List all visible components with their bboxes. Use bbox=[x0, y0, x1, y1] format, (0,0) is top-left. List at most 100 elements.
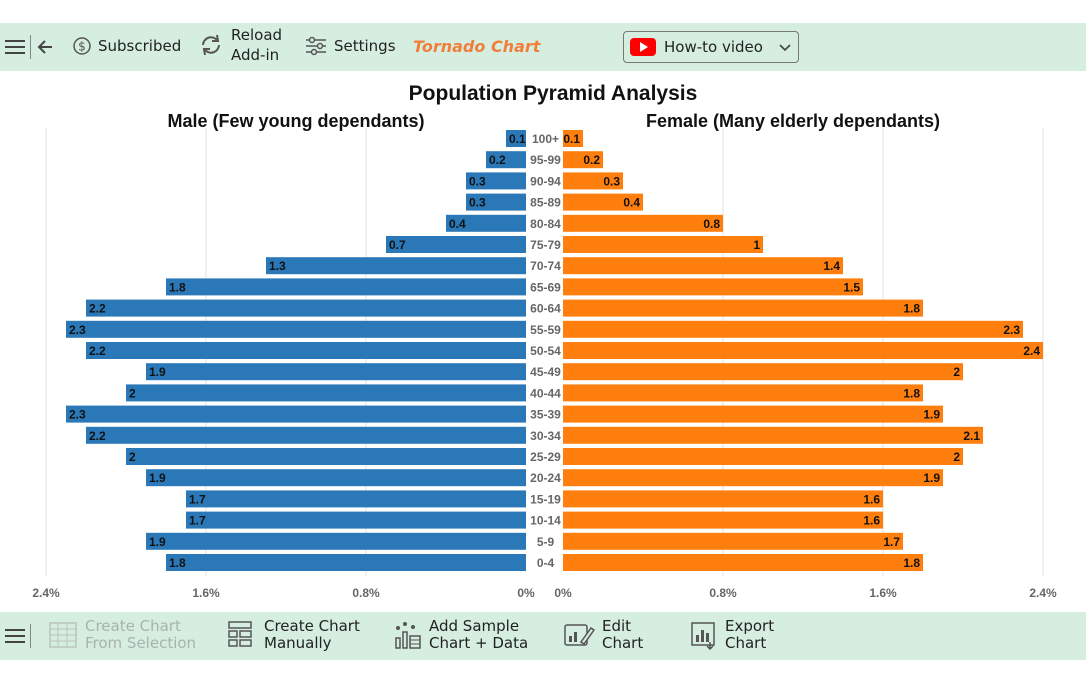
male-bar bbox=[186, 490, 526, 508]
age-category-label: 40-44 bbox=[530, 386, 561, 400]
age-category-label: 90-94 bbox=[530, 174, 561, 188]
male-bar bbox=[126, 384, 526, 402]
sample-chart-icon bbox=[395, 622, 421, 649]
male-bar bbox=[146, 532, 526, 550]
axis-ticks: 2.4% 1.6% 0.8% 0% 0% 0.8% 1.6% 2.4% bbox=[32, 586, 1057, 600]
add-sample-chart-button[interactable]: Add Sample Chart + Data bbox=[393, 618, 528, 652]
create-chart-manually-button[interactable]: Create Chart Manually bbox=[227, 618, 360, 652]
male-value-label: 2.2 bbox=[89, 302, 106, 316]
female-value-label: 1.8 bbox=[903, 556, 920, 570]
female-value-label: 1.5 bbox=[843, 280, 860, 294]
export-line2: Chart bbox=[725, 634, 767, 652]
female-value-label: 1.6 bbox=[863, 514, 880, 528]
female-bar bbox=[563, 193, 643, 211]
male-bar bbox=[186, 511, 526, 529]
female-bar bbox=[563, 469, 943, 487]
female-bar bbox=[563, 384, 923, 402]
age-category-label: 25-29 bbox=[530, 450, 561, 464]
female-value-label: 0.3 bbox=[603, 174, 620, 188]
create-manually-line1: Create Chart bbox=[264, 617, 360, 635]
female-bar bbox=[563, 151, 603, 169]
male-value-label: 2 bbox=[129, 450, 136, 464]
age-category-label: 100+ bbox=[532, 132, 559, 146]
female-bar bbox=[563, 172, 623, 190]
form-icon bbox=[228, 621, 252, 647]
female-bar bbox=[563, 278, 863, 296]
male-value-label: 1.7 bbox=[189, 492, 206, 506]
male-bar bbox=[66, 320, 526, 338]
female-bar bbox=[563, 363, 963, 381]
age-category-label: 35-39 bbox=[530, 408, 561, 422]
female-value-label: 1.9 bbox=[923, 408, 940, 422]
male-bar bbox=[166, 278, 526, 296]
create-from-selection-line1: Create Chart bbox=[85, 617, 181, 635]
male-bar bbox=[86, 342, 526, 359]
male-bar bbox=[86, 299, 526, 317]
menu-icon[interactable] bbox=[5, 37, 27, 57]
add-sample-line2: Chart + Data bbox=[429, 634, 529, 652]
female-value-label: 2.1 bbox=[963, 429, 980, 443]
female-bar bbox=[563, 426, 983, 444]
edit-line1: Edit bbox=[602, 617, 632, 635]
female-bar bbox=[563, 320, 1023, 338]
howto-video-dropdown[interactable]: How-to video bbox=[623, 31, 799, 63]
chart-title: Population Pyramid Analysis bbox=[409, 82, 698, 105]
bottom-toolbar: Create Chart From Selection Create Chart… bbox=[0, 612, 1086, 660]
age-category-label: 65-69 bbox=[530, 280, 561, 294]
age-category-label: 60-64 bbox=[530, 302, 561, 316]
female-value-label: 0.2 bbox=[583, 153, 600, 167]
create-chart-from-selection-button[interactable]: Create Chart From Selection bbox=[48, 618, 196, 652]
export-chart-button[interactable]: Export Chart bbox=[690, 618, 774, 652]
age-category-label: 10-14 bbox=[530, 514, 561, 528]
male-value-label: 0.3 bbox=[469, 174, 486, 188]
edit-chart-button[interactable]: Edit Chart bbox=[563, 618, 643, 652]
divider bbox=[30, 35, 31, 59]
male-value-label: 0.2 bbox=[489, 153, 506, 167]
male-value-label: 2 bbox=[129, 386, 136, 400]
male-value-label: 1.9 bbox=[149, 471, 166, 485]
female-value-label: 1.7 bbox=[883, 535, 900, 549]
reload-addin-button[interactable]: Reload Add-in bbox=[199, 25, 282, 65]
reload-icon bbox=[202, 34, 220, 56]
reload-line1: Reload bbox=[231, 26, 283, 44]
subscribed-button[interactable]: $ Subscribed bbox=[72, 36, 181, 56]
female-bar bbox=[563, 554, 923, 571]
male-value-label: 1.8 bbox=[169, 280, 186, 294]
export-chart-icon bbox=[691, 622, 715, 650]
male-value-label: 1.3 bbox=[269, 259, 286, 273]
female-value-label: 0.4 bbox=[623, 196, 640, 210]
female-value-label: 0.8 bbox=[703, 217, 720, 231]
female-value-label: 1.6 bbox=[863, 492, 880, 506]
male-value-label: 2.2 bbox=[89, 344, 106, 358]
male-bar bbox=[386, 236, 526, 253]
male-value-label: 1.9 bbox=[149, 365, 166, 379]
create-manually-line2: Manually bbox=[264, 634, 332, 652]
female-value-label: 2 bbox=[953, 365, 960, 379]
age-category-label: 85-89 bbox=[530, 196, 561, 210]
male-value-label: 0.1 bbox=[509, 132, 526, 146]
female-bar bbox=[563, 532, 903, 550]
edit-chart-icon bbox=[564, 624, 595, 646]
age-category-label: 30-34 bbox=[530, 429, 561, 443]
back-arrow-icon[interactable] bbox=[36, 37, 56, 57]
male-value-label: 2.3 bbox=[69, 323, 86, 337]
x-tick-label: 0.8% bbox=[352, 586, 380, 600]
male-value-label: 0.4 bbox=[449, 217, 466, 231]
bottom-menu-icon[interactable] bbox=[5, 626, 27, 646]
export-line1: Export bbox=[725, 617, 775, 635]
svg-text:$: $ bbox=[78, 40, 86, 54]
male-bar bbox=[146, 363, 526, 381]
settings-button[interactable]: Settings bbox=[305, 36, 396, 56]
male-bar bbox=[146, 469, 526, 487]
male-bar bbox=[506, 130, 526, 147]
female-bar bbox=[563, 448, 963, 465]
female-bar bbox=[563, 214, 723, 232]
x-tick-label: 1.6% bbox=[192, 586, 220, 600]
create-from-selection-line2: From Selection bbox=[85, 634, 197, 652]
female-value-label: 2.4 bbox=[1023, 344, 1040, 358]
age-category-label: 50-54 bbox=[530, 344, 561, 358]
x-tick-label: 1.6% bbox=[869, 586, 897, 600]
female-bar bbox=[563, 405, 943, 423]
x-tick-label: 2.4% bbox=[32, 586, 60, 600]
